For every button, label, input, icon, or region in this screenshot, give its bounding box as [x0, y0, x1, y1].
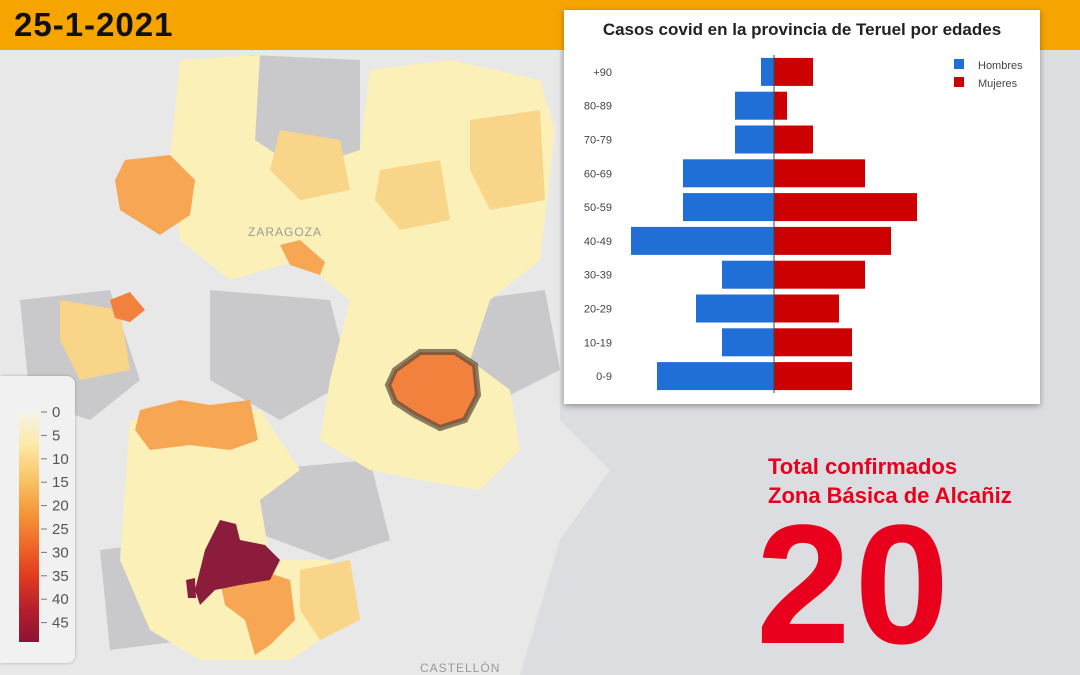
map-label-castellon: CASTELLÓN	[420, 660, 500, 675]
legend-tick-label: 10	[52, 451, 69, 468]
legend-tick-label: 40	[52, 591, 69, 608]
legend-swatch-hombres	[954, 59, 964, 69]
bar-mujeres	[774, 125, 813, 154]
legend-label-hombres: Hombres	[978, 60, 1023, 72]
total-confirmed-value: 20	[756, 490, 954, 675]
y-tick-label: 30-39	[584, 270, 612, 282]
map-region-very-high	[195, 520, 280, 605]
bar-hombres	[683, 159, 774, 188]
bar-hombres	[696, 294, 774, 323]
chart-title: Casos covid en la provincia de Teruel po…	[602, 20, 1002, 39]
legend-tick-label: 0	[52, 404, 60, 421]
bar-mujeres	[774, 294, 839, 323]
map-region-very-high-small	[186, 578, 196, 598]
bar-hombres	[722, 328, 774, 357]
map-region-orange-west	[110, 292, 145, 322]
bar-mujeres	[774, 159, 865, 188]
y-tick-label: 40-49	[584, 236, 612, 248]
bar-mujeres	[774, 226, 891, 255]
map-region-orange-northwest	[115, 155, 195, 235]
bar-hombres	[657, 362, 774, 391]
map-region-orange-south	[220, 570, 295, 655]
y-tick-label: 0-9	[596, 371, 612, 383]
legend-gradient-bar	[19, 412, 39, 642]
total-confirmed-label: Total confirmados Zona Básica de Alcañiz	[768, 452, 1012, 510]
legend-tick-label: 15	[52, 474, 69, 491]
map-region-mid-northeast	[470, 110, 545, 210]
y-tick-label: 70-79	[584, 135, 612, 147]
y-tick-label: 60-69	[584, 168, 612, 180]
legend-tick-label: 5	[52, 427, 60, 444]
bar-hombres	[761, 57, 774, 86]
map-color-legend: 0 5 10 15 20 25 30 35 40 45	[0, 376, 75, 663]
y-tick-label: 20-29	[584, 304, 612, 316]
bar-hombres	[683, 193, 774, 222]
y-tick-label: +90	[593, 67, 612, 79]
legend-scale: 0 5 10 15 20 25 30 35 40 45	[19, 404, 69, 642]
map-label-zaragoza: ZARAGOZA	[248, 225, 322, 239]
map-region-mid-south	[300, 560, 360, 640]
bar-hombres	[722, 260, 774, 289]
map-region-mid-center	[375, 160, 450, 230]
bar-hombres	[631, 226, 774, 255]
legend-tick-label: 25	[52, 521, 69, 538]
map-region-mid-west	[60, 300, 130, 380]
bar-hombres	[735, 125, 774, 154]
legend-tick-label: 35	[52, 568, 69, 585]
map-region-mid-north	[270, 130, 350, 200]
bar-mujeres	[774, 91, 787, 120]
bar-mujeres	[774, 260, 865, 289]
bar-hombres	[735, 91, 774, 120]
legend-tick-label: 20	[52, 498, 69, 515]
chart-legend: Hombres Mujeres	[954, 59, 1023, 90]
legend-swatch-mujeres	[954, 77, 964, 87]
bar-mujeres	[774, 362, 852, 391]
legend-tick-label: 45	[52, 615, 69, 632]
map-region-orange-zaragoza	[280, 240, 325, 275]
bar-mujeres	[774, 57, 813, 86]
map-region-gray-south	[250, 460, 390, 560]
map-region-alcaniz	[384, 349, 482, 432]
total-label-line2: Zona Básica de Alcañiz	[768, 483, 1012, 508]
y-tick-label: 80-89	[584, 101, 612, 113]
map-region-gray-center	[210, 290, 350, 420]
age-pyramid-chart: +90 80-89 70-79 60-69 50-59 40-49 30-39 20-29 10…	[584, 55, 1023, 393]
bar-mujeres	[774, 328, 852, 357]
date-label: 25-1-2021	[14, 6, 174, 43]
y-tick-label: 50-59	[584, 202, 612, 214]
map-region-orange-teruel-west	[135, 400, 258, 450]
bar-mujeres	[774, 193, 917, 222]
y-tick-label: 10-19	[584, 337, 612, 349]
age-pyramid-panel: Casos covid en la provincia de Teruel po…	[564, 10, 1040, 404]
legend-tick-label: 30	[52, 544, 69, 561]
legend-label-mujeres: Mujeres	[978, 78, 1018, 90]
total-label-line1: Total confirmados	[768, 454, 958, 479]
